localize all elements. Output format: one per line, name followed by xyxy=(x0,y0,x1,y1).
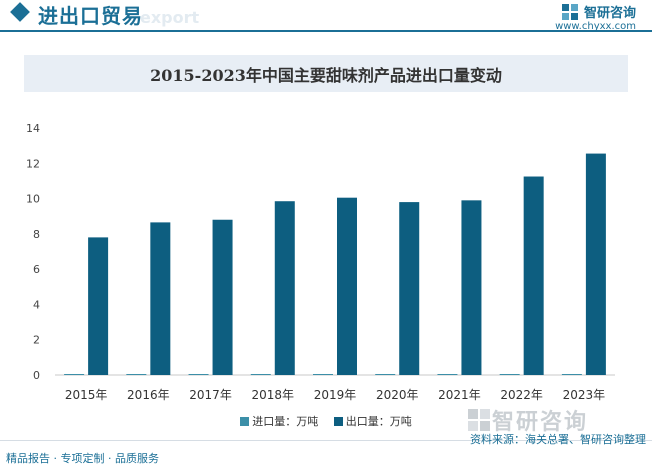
bar-import xyxy=(126,374,147,375)
y-tick-label: 4 xyxy=(33,298,40,311)
y-tick-label: 14 xyxy=(26,122,40,135)
bar-import xyxy=(313,374,333,375)
chart-legend: 进口量：万吨 出口量：万吨 xyxy=(0,413,652,429)
header-divider xyxy=(0,30,652,32)
legend-item-export: 出口量：万吨 xyxy=(333,413,412,429)
x-tick-label: 2021年 xyxy=(438,388,481,402)
y-tick-label: 0 xyxy=(33,369,40,382)
chart-title-band: 2015-2023年中国主要甜味剂产品进出口量变动 xyxy=(24,55,628,92)
bar-export xyxy=(337,197,357,375)
brand-name: 智研咨询 xyxy=(583,6,636,21)
bar-import xyxy=(375,374,396,375)
bar-chart: 0 2 4 6 8 10 12 14 2015年 2016年 2017年 2018年 2019年 2020… xyxy=(26,122,615,402)
watermark-icon xyxy=(468,409,490,431)
section-title: 进出口贸易 xyxy=(38,4,143,28)
brand-url: www.chyxx.com xyxy=(555,21,636,32)
bar-import xyxy=(437,374,458,375)
x-tick-label: 2023年 xyxy=(563,388,606,402)
legend-swatch-import xyxy=(240,416,250,426)
x-tick-label: 2017年 xyxy=(189,388,232,402)
brand-logo-icon xyxy=(561,3,578,20)
y-tick-label: 8 xyxy=(33,228,40,241)
bar-export xyxy=(585,153,606,375)
x-tick-label: 2016年 xyxy=(127,388,170,402)
bar-export xyxy=(461,200,482,375)
brand: 智研咨询 xyxy=(561,2,636,21)
chart-area: 0 2 4 6 8 10 12 14 2015年 2016年 2017年 2018年 2019年 2020… xyxy=(0,110,652,430)
bar-import xyxy=(250,374,271,375)
header: 进出口贸易 export 智研咨询 www.chyxx.com xyxy=(0,0,652,44)
legend-item-import: 进口量：万吨 xyxy=(240,413,318,429)
section-ghost-text: export xyxy=(140,8,200,27)
watermark-text: 智研咨询 xyxy=(492,410,589,435)
legend-label-import: 进口量：万吨 xyxy=(252,415,319,428)
x-tick-label: 2018年 xyxy=(252,388,295,402)
footer-source: 资料来源：海关总署、智研咨询整理 xyxy=(470,433,646,446)
y-tick-label: 2 xyxy=(33,334,40,347)
bar-export xyxy=(150,222,171,375)
y-tick-label: 6 xyxy=(33,263,40,276)
legend-label-export: 出口量：万吨 xyxy=(345,415,412,428)
x-tick-label: 2019年 xyxy=(314,388,357,402)
x-tick-label: 2022年 xyxy=(500,388,543,402)
bar-export xyxy=(399,202,420,375)
x-tick-label: 2015年 xyxy=(65,388,108,402)
bar-export xyxy=(523,176,544,375)
bar-import xyxy=(561,374,582,375)
footer-tagline: 精品报告 · 专项定制 · 品质服务 xyxy=(6,452,159,465)
x-tick-label: 2020年 xyxy=(376,388,419,402)
bar-export xyxy=(212,219,233,375)
diamond-icon xyxy=(10,2,30,22)
bar-import xyxy=(188,374,209,375)
y-tick-label: 12 xyxy=(26,157,40,170)
legend-swatch-export xyxy=(333,416,343,426)
bar-export xyxy=(88,237,109,375)
bar-import xyxy=(499,374,520,375)
footer: 精品报告 · 专项定制 · 品质服务 资料来源：海关总署、智研咨询整理 xyxy=(0,433,652,468)
bar-import xyxy=(64,374,85,375)
chart-title: 2015-2023年中国主要甜味剂产品进出口量变动 xyxy=(150,65,502,85)
bar-export xyxy=(274,201,295,375)
y-tick-label: 10 xyxy=(26,193,40,206)
watermark-logo: 智研咨询 xyxy=(466,404,588,436)
